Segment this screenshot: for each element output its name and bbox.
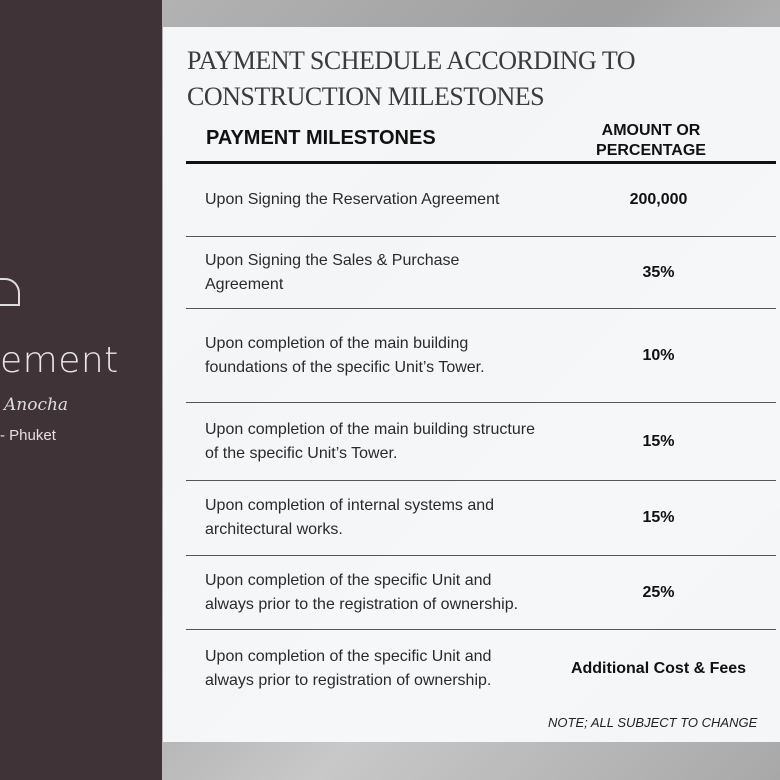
table-row: Upon completion of the main building str…	[186, 403, 776, 481]
milestone-cell: Upon Signing the Sales & Purchase Agreem…	[205, 251, 460, 293]
logo-arch-icon	[0, 278, 20, 306]
payment-schedule-panel: PAYMENT SCHEDULE ACCORDING TO CONSTRUCTI…	[163, 27, 780, 742]
header-amount: AMOUNT OR PERCENTAGE	[596, 122, 706, 159]
amount-cell: 10%	[642, 346, 675, 364]
table-row: Upon Signing the Sales & Purchase Agreem…	[186, 237, 776, 309]
table-row: Upon completion of the main building fou…	[186, 309, 776, 403]
sidebar: ement Anocha - Phuket	[0, 0, 162, 780]
amount-cell: 25%	[642, 583, 675, 601]
milestone-cell: Upon completion of the main building str…	[205, 420, 535, 462]
table-row: Upon completion of the specific Unit and…	[186, 630, 776, 707]
title-line-2: MILESTONES	[387, 82, 545, 111]
location: - Phuket	[0, 427, 56, 444]
table-row: Upon completion of the specific Unit and…	[186, 556, 776, 630]
page-title: PAYMENT SCHEDULE ACCORDING TO CONSTRUCTI…	[187, 43, 767, 115]
milestone-cell: Upon completion of internal systems and …	[205, 497, 495, 538]
amount-cell: 200,000	[629, 191, 688, 208]
header-milestones: PAYMENT MILESTONES	[206, 127, 436, 149]
amount-cell: 15%	[642, 509, 675, 526]
table-row: Upon Signing the Reservation Agreement 20…	[186, 164, 776, 237]
note: NOTE; ALL SUBJECT TO CHANGE	[548, 715, 758, 730]
header-divider	[186, 161, 776, 164]
milestone-cell: Upon Signing the Reservation Agreement	[205, 191, 500, 208]
milestone-cell: Upon completion of the specific Unit and…	[205, 571, 519, 613]
brand-script: Anocha	[4, 395, 69, 415]
brand-name: ement	[0, 340, 119, 381]
title-line-1: PAYMENT SCHEDULE ACCORDING TO CONSTRUCTI…	[187, 46, 636, 111]
milestone-cell: Upon completion of the main building fou…	[205, 334, 485, 376]
milestone-cell: Upon completion of the specific Unit and…	[205, 647, 492, 689]
amount-cell: Additional Cost & Fees	[570, 659, 747, 677]
table-row: Upon completion of internal systems and …	[186, 481, 776, 556]
amount-cell: 35%	[642, 263, 675, 281]
amount-cell: 15%	[642, 432, 675, 450]
